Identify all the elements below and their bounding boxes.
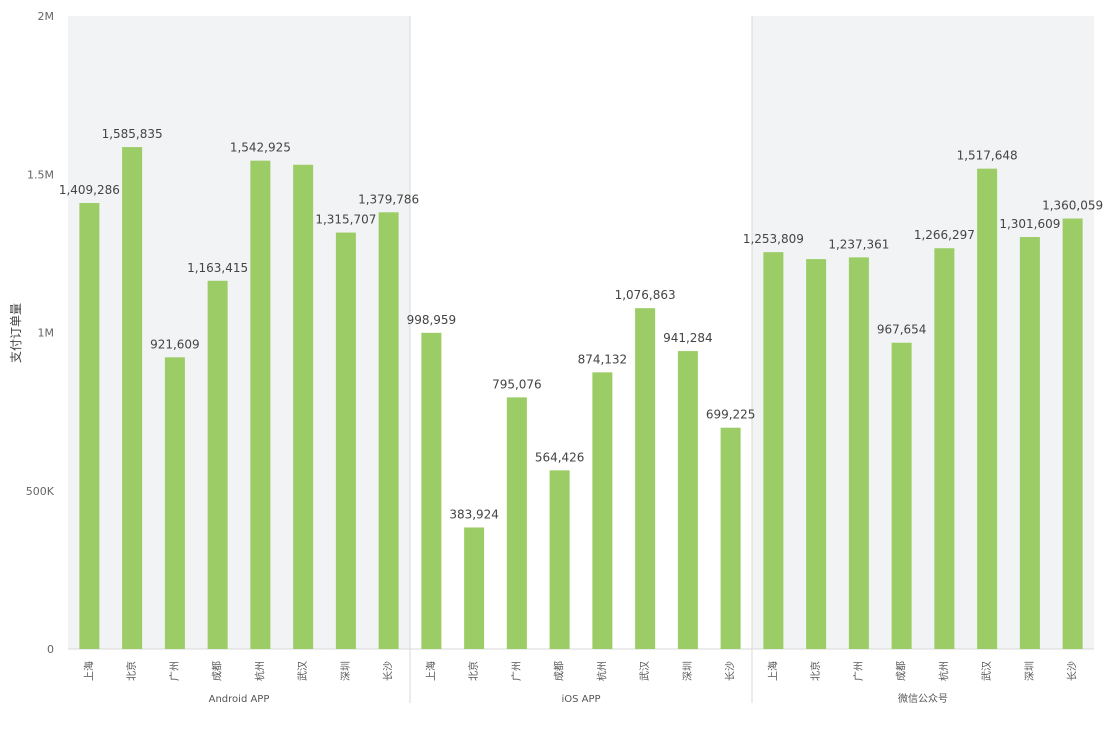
category-label-2-7: 长沙 bbox=[1067, 661, 1079, 681]
value-label-0-1: 1,585,835 bbox=[102, 127, 163, 141]
axes: 0 500K 1M 1.5M 2M bbox=[26, 10, 1094, 703]
bar-0-5 bbox=[293, 164, 314, 649]
value-label-2-5: 1,517,648 bbox=[957, 149, 1018, 163]
bar-1-3 bbox=[549, 470, 570, 649]
group-band-0 bbox=[68, 16, 410, 649]
category-label-1-4: 杭州 bbox=[595, 661, 608, 681]
y-tick-label-4: 2M bbox=[38, 10, 55, 23]
bar-0-2 bbox=[164, 357, 185, 649]
value-label-2-2: 1,237,361 bbox=[828, 237, 889, 251]
value-label-0-7: 1,379,786 bbox=[358, 192, 419, 206]
category-label-0-3: 成都 bbox=[212, 661, 224, 681]
value-label-1-3: 564,426 bbox=[535, 450, 585, 464]
y-axis-title: 支付订单量 bbox=[9, 303, 23, 363]
value-label-0-4: 1,542,925 bbox=[230, 141, 291, 155]
bar-1-4 bbox=[592, 372, 613, 649]
bar-1-7 bbox=[720, 427, 741, 649]
category-label-1-2: 广州 bbox=[511, 661, 523, 681]
labels: 1,409,286 上海 1,585,835 北京 921,609 广州 1,163,415… bbox=[59, 127, 1103, 705]
category-label-1-5: 武汉 bbox=[638, 661, 651, 681]
category-label-0-6: 深圳 bbox=[340, 661, 352, 681]
category-label-1-6: 深圳 bbox=[682, 661, 694, 681]
bar-2-0 bbox=[763, 252, 784, 650]
bar-0-4 bbox=[250, 160, 271, 649]
category-label-0-2: 广州 bbox=[169, 661, 181, 681]
y-tick-label-3: 1.5M bbox=[27, 168, 54, 181]
value-label-2-4: 1,266,297 bbox=[914, 228, 975, 242]
y-tick-label-1: 500K bbox=[26, 485, 55, 498]
bar-2-3 bbox=[891, 342, 912, 649]
bar-2-6 bbox=[1019, 237, 1040, 649]
value-label-1-0: 998,959 bbox=[407, 313, 457, 327]
bar-1-2 bbox=[506, 397, 527, 649]
category-label-2-2: 广州 bbox=[853, 661, 865, 681]
bar-1-1 bbox=[464, 527, 485, 649]
category-label-0-1: 北京 bbox=[125, 661, 138, 681]
bar-0-6 bbox=[335, 232, 356, 649]
value-label-1-6: 941,284 bbox=[663, 331, 713, 345]
y-tick-label-2: 1M bbox=[38, 327, 55, 340]
category-label-0-7: 长沙 bbox=[383, 661, 395, 681]
bar-1-6 bbox=[677, 351, 698, 649]
y-tick-label-0: 0 bbox=[47, 643, 54, 656]
category-label-1-3: 成都 bbox=[554, 661, 566, 681]
bar-2-4 bbox=[934, 248, 955, 650]
bar-2-1 bbox=[806, 259, 827, 649]
group-label-1: iOS APP bbox=[561, 694, 600, 705]
bar-0-3 bbox=[207, 280, 228, 649]
category-label-2-5: 武汉 bbox=[980, 661, 993, 681]
category-label-1-7: 长沙 bbox=[725, 661, 737, 681]
value-label-2-3: 967,654 bbox=[877, 323, 927, 337]
value-label-0-3: 1,163,415 bbox=[187, 261, 248, 275]
value-label-1-7: 699,225 bbox=[706, 408, 756, 422]
bar-2-7 bbox=[1062, 218, 1083, 649]
category-label-0-5: 武汉 bbox=[296, 661, 309, 681]
value-label-1-2: 795,076 bbox=[492, 377, 542, 391]
bar-0-7 bbox=[378, 212, 399, 649]
category-label-2-6: 深圳 bbox=[1024, 661, 1036, 681]
category-label-2-4: 杭州 bbox=[937, 661, 950, 681]
value-label-1-1: 383,924 bbox=[449, 507, 499, 521]
category-label-2-3: 成都 bbox=[896, 661, 908, 681]
value-label-1-5: 1,076,863 bbox=[615, 288, 676, 302]
value-label-0-2: 921,609 bbox=[150, 337, 200, 351]
bar-1-0 bbox=[421, 332, 442, 649]
value-label-2-7: 1,360,059 bbox=[1042, 199, 1103, 213]
bar-0-0 bbox=[79, 202, 100, 649]
value-label-0-0: 1,409,286 bbox=[59, 183, 120, 197]
category-label-0-0: 上海 bbox=[82, 661, 95, 681]
group-label-2: 微信公众号 bbox=[898, 692, 948, 705]
category-label-1-1: 北京 bbox=[467, 661, 480, 681]
category-label-2-1: 北京 bbox=[809, 661, 822, 681]
bar-2-5 bbox=[977, 168, 998, 649]
value-label-1-4: 874,132 bbox=[578, 352, 628, 366]
value-label-2-6: 1,301,609 bbox=[999, 217, 1060, 231]
bar-1-5 bbox=[635, 308, 656, 649]
category-label-0-4: 杭州 bbox=[253, 661, 266, 681]
category-label-2-0: 上海 bbox=[766, 661, 779, 681]
value-label-0-6: 1,315,707 bbox=[315, 213, 376, 227]
bars bbox=[79, 147, 1083, 650]
category-label-1-0: 上海 bbox=[424, 661, 437, 681]
group-label-0: Android APP bbox=[209, 694, 270, 705]
value-label-2-0: 1,253,809 bbox=[743, 232, 804, 246]
bar-2-2 bbox=[848, 257, 869, 649]
bar-0-1 bbox=[122, 147, 143, 649]
